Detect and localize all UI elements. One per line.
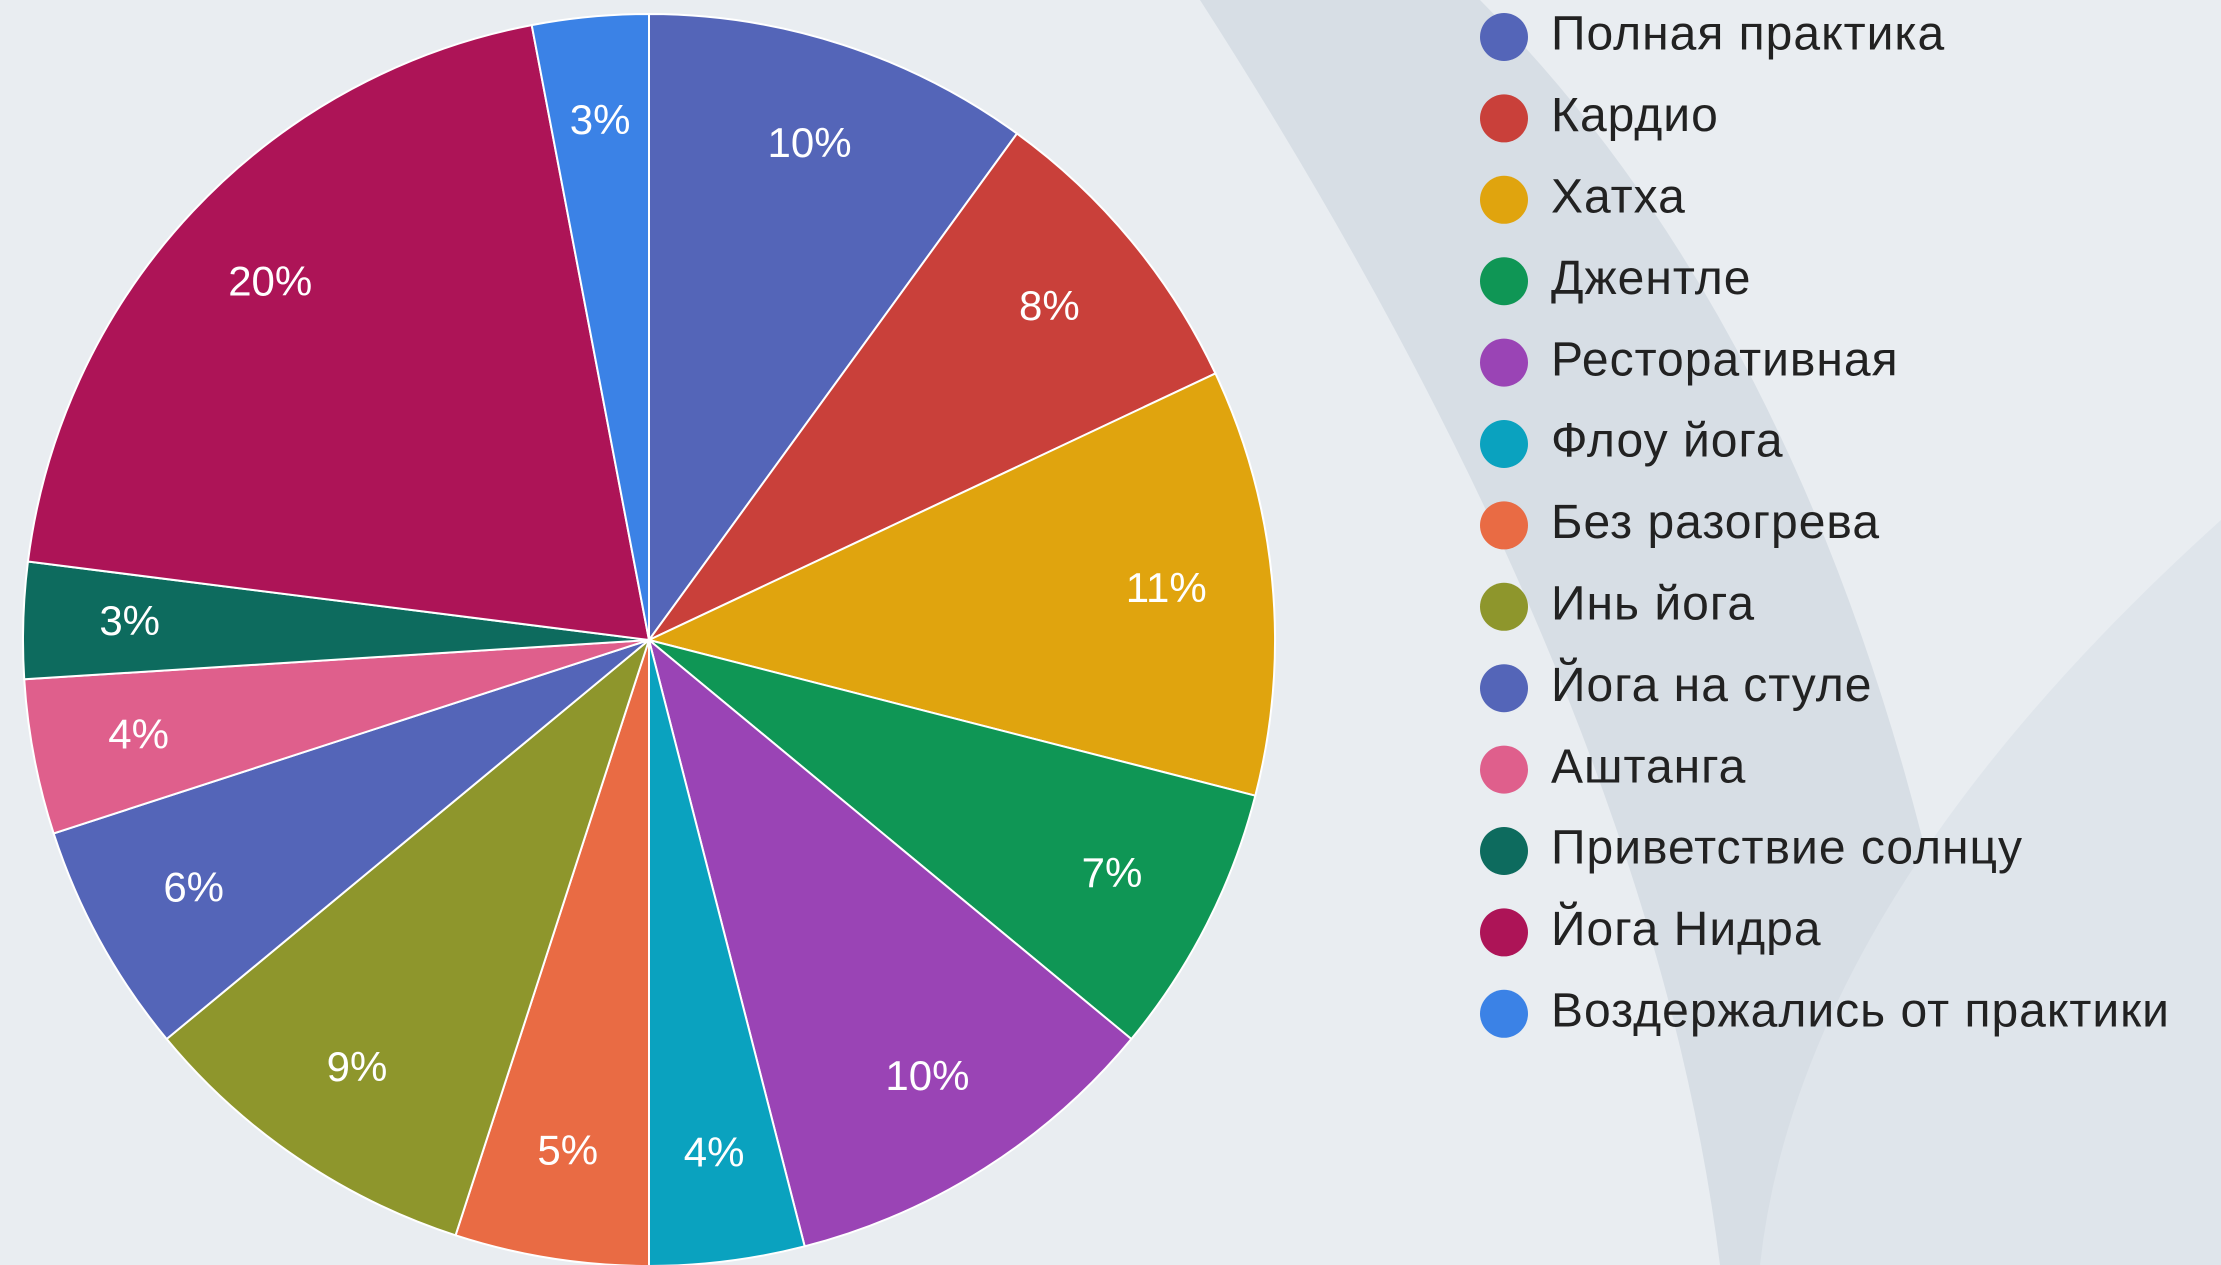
legend-label: Йога на стуле — [1551, 657, 1872, 712]
legend-label: Без разогрева — [1551, 496, 1880, 549]
pie-slice — [646, 372, 1276, 797]
pie-slice — [26, 23, 651, 642]
legend-swatch — [1480, 13, 1528, 61]
legend-label: Аштанга — [1551, 740, 1746, 793]
slice-label: 3% — [570, 96, 631, 143]
slice-label: 6% — [163, 863, 224, 910]
legend-label: Приветствие солнцу — [1551, 822, 2023, 875]
legend-label: Инь йога — [1551, 577, 1755, 630]
legend-label: Ресторативная — [1551, 333, 1899, 386]
legend-swatch — [1480, 908, 1528, 957]
legend-swatch — [1480, 664, 1528, 713]
legend-label: Воздержались от практики — [1551, 984, 2170, 1037]
slice-label: 8% — [1019, 282, 1080, 329]
legend-swatch — [1480, 94, 1528, 143]
pie-slice — [530, 12, 650, 641]
legend-label: Джентле — [1551, 252, 1751, 305]
legend-swatch — [1480, 420, 1528, 468]
legend-label: Полная практика — [1551, 8, 1945, 61]
legend-label: Флоу йога — [1551, 415, 1784, 468]
legend-swatch — [1480, 989, 1528, 1038]
legend: Полная практика Кардио Хатха Джентле Рестора… — [1480, 8, 2170, 1038]
pie: 10% 8% 11% 7% 10% 4% 5% 9% 6% 4% 3% 20% 3% — [22, 12, 1276, 1265]
pie-slice — [648, 12, 1019, 644]
pie-slice — [454, 639, 650, 1265]
pie-slice — [165, 637, 652, 1237]
legend-swatch — [1480, 745, 1528, 794]
legend-label: Йога Нидра — [1551, 901, 1822, 956]
slice-label: 11% — [1126, 564, 1207, 611]
pie-slice — [648, 132, 1217, 641]
legend-swatch — [1480, 582, 1528, 631]
decor — [1200, 0, 2000, 1265]
slice-label: 4% — [684, 1129, 745, 1176]
legend-label: Хатха — [1551, 170, 1686, 223]
slice-label: 10% — [768, 119, 852, 166]
slice-label: 3% — [99, 597, 160, 644]
legend-swatch — [1480, 501, 1528, 550]
legend-swatch — [1480, 827, 1528, 875]
legend-swatch — [1480, 257, 1528, 306]
pie-slice — [52, 639, 650, 1041]
pie-slice — [648, 639, 806, 1265]
legend-swatch — [1480, 338, 1528, 387]
legend-label: Кардио — [1551, 89, 1719, 142]
decor — [1760, 520, 2221, 1265]
slice-label: 7% — [1082, 849, 1143, 896]
slice-label: 5% — [537, 1126, 598, 1173]
slice-label: 20% — [228, 257, 312, 304]
pie-slice — [647, 637, 1133, 1248]
pie-slice — [648, 639, 1257, 1041]
legend-swatch — [1480, 175, 1528, 224]
slice-label: 10% — [885, 1052, 969, 1099]
slice-label: 4% — [108, 710, 169, 757]
slice-label: 9% — [327, 1043, 388, 1090]
